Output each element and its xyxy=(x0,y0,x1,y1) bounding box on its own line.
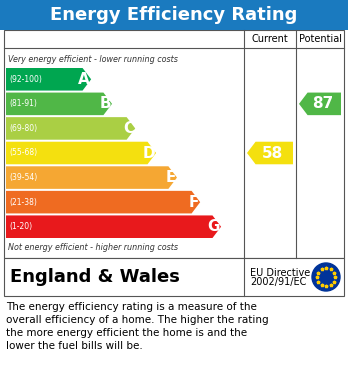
Text: Potential: Potential xyxy=(299,34,341,44)
Bar xyxy=(4,258,344,296)
Text: 2002/91/EC: 2002/91/EC xyxy=(250,277,306,287)
Text: C: C xyxy=(123,121,134,136)
Text: (39-54): (39-54) xyxy=(9,173,37,182)
Circle shape xyxy=(312,263,340,291)
Text: EU Directive: EU Directive xyxy=(250,268,310,278)
Polygon shape xyxy=(6,166,177,189)
Polygon shape xyxy=(6,215,221,238)
Text: Very energy efficient - lower running costs: Very energy efficient - lower running co… xyxy=(8,55,178,64)
Polygon shape xyxy=(247,142,293,164)
Text: (1-20): (1-20) xyxy=(9,222,32,231)
Text: Energy Efficiency Rating: Energy Efficiency Rating xyxy=(50,6,298,24)
Text: B: B xyxy=(100,96,111,111)
Bar xyxy=(0,0,348,30)
Text: England & Wales: England & Wales xyxy=(10,268,180,286)
Text: E: E xyxy=(166,170,176,185)
Polygon shape xyxy=(6,191,200,213)
Text: (21-38): (21-38) xyxy=(9,197,37,206)
Text: Current: Current xyxy=(252,34,288,44)
Text: The energy efficiency rating is a measure of the: The energy efficiency rating is a measur… xyxy=(6,302,257,312)
Text: F: F xyxy=(189,195,199,210)
Text: (81-91): (81-91) xyxy=(9,99,37,108)
Text: Not energy efficient - higher running costs: Not energy efficient - higher running co… xyxy=(8,243,178,252)
Text: overall efficiency of a home. The higher the rating: overall efficiency of a home. The higher… xyxy=(6,315,269,325)
Bar xyxy=(4,30,344,258)
Text: 58: 58 xyxy=(262,145,283,160)
Polygon shape xyxy=(6,117,135,140)
Polygon shape xyxy=(299,93,341,115)
Text: 87: 87 xyxy=(312,96,333,111)
Polygon shape xyxy=(6,68,91,91)
Text: (69-80): (69-80) xyxy=(9,124,37,133)
Polygon shape xyxy=(6,93,112,115)
Text: A: A xyxy=(78,72,90,87)
Text: the more energy efficient the home is and the: the more energy efficient the home is an… xyxy=(6,328,247,338)
Polygon shape xyxy=(6,142,156,164)
Text: lower the fuel bills will be.: lower the fuel bills will be. xyxy=(6,341,143,351)
Text: (92-100): (92-100) xyxy=(9,75,42,84)
Text: (55-68): (55-68) xyxy=(9,149,37,158)
Text: D: D xyxy=(142,145,155,160)
Text: G: G xyxy=(207,219,220,234)
